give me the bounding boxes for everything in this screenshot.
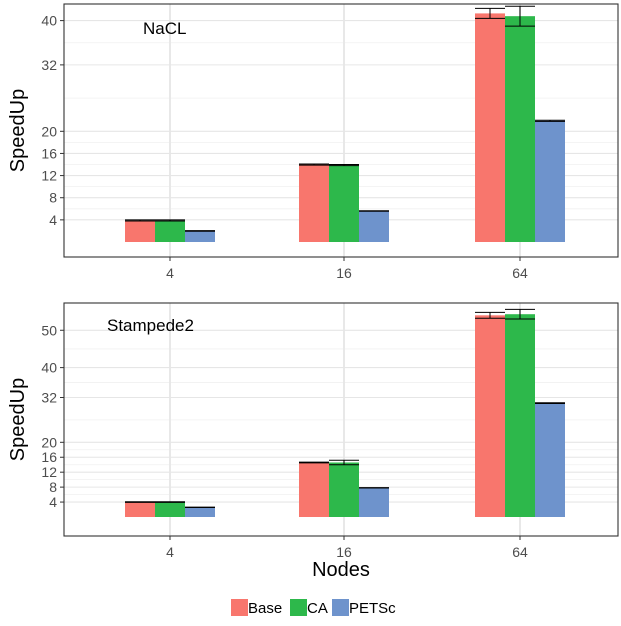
legend-label-ca: CA [307,600,328,617]
x-axis-title: Nodes [312,559,370,581]
error-bar [299,462,329,463]
x-tick-label: 16 [336,265,352,281]
legend-swatch-ca [290,599,307,616]
y-axis-title: SpeedUp [7,89,29,172]
y-tick-label: 16 [41,449,57,465]
legend-label-petsc: PETSc [349,600,396,617]
bar-base [299,462,329,517]
y-tick-label: 12 [41,464,57,480]
bar-base [299,165,329,242]
error-bar [155,502,185,503]
y-tick-label: 32 [41,389,57,405]
bar-ca [155,220,185,242]
bar-ca [155,502,185,517]
panel-nacl: 4 8 12 16 20 32 40 4 16 64 SpeedUp NaCL [7,4,618,281]
panel-annotation: Stampede2 [107,316,194,335]
y-tick-label: 4 [49,212,57,228]
bar-base [125,502,155,517]
bar-base [475,13,505,242]
bar-base [125,220,155,242]
bar-petsc [359,488,389,517]
y-tick-label: 4 [49,494,57,510]
bar-petsc [359,211,389,242]
y-tick-label: 20 [41,434,57,450]
bar-ca [505,16,535,242]
y-tick-label: 40 [41,13,57,29]
legend-swatch-base [231,599,248,616]
error-bar [125,502,155,503]
y-tick-label: 40 [41,360,57,376]
x-tick-label: 4 [166,265,174,281]
x-tick-label: 64 [512,265,528,281]
legend-swatch-petsc [332,599,349,616]
error-bar [359,211,389,212]
y-tick-label: 20 [41,123,57,139]
bar-petsc [535,121,565,242]
y-tick-label: 16 [41,145,57,161]
legend-label-base: Base [248,600,282,617]
bar-petsc [185,507,215,517]
y-tick-label: 50 [41,322,57,338]
error-bar [185,231,215,232]
x-tick-label: 4 [166,544,174,560]
y-tick-label: 8 [49,479,57,495]
error-bar [155,220,185,221]
legend: Base CA PETSc [231,599,396,617]
bar-ca [329,462,359,517]
error-bar [125,220,155,221]
bar-ca [329,165,359,242]
y-tick-label: 12 [41,168,57,184]
y-tick-label: 8 [49,190,57,206]
error-bar [535,403,565,404]
x-tick-label: 16 [336,544,352,560]
bar-base [475,315,505,517]
panel-annotation: NaCL [143,19,186,38]
bar-petsc [185,231,215,242]
bar-ca [505,314,535,517]
y-tick-label: 32 [41,57,57,73]
bar-petsc [535,403,565,517]
y-axis-title: SpeedUp [7,378,29,461]
x-tick-label: 64 [512,544,528,560]
